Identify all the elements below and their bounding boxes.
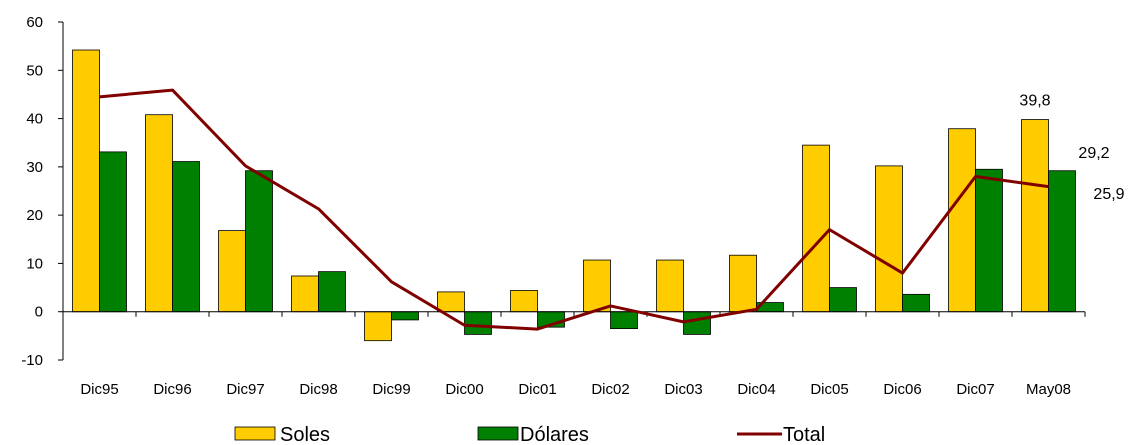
x-tick-label: Dic06 (883, 381, 921, 398)
soles-bar (729, 254, 757, 313)
y-tick-label: 60 (26, 14, 43, 31)
dolares-bar (902, 293, 930, 313)
soles-bar (291, 275, 319, 313)
dolares-bar (245, 170, 273, 313)
soles-bar (145, 114, 173, 313)
legend-label: Soles (280, 424, 330, 445)
x-tick-label: May08 (1026, 381, 1071, 398)
soles-bar (583, 259, 611, 313)
y-tick-label: 50 (26, 62, 43, 79)
soles-bar (72, 49, 100, 313)
x-tick-label: Dic95 (80, 381, 118, 398)
data-labels: 39,8 29,2 25,9 (1019, 93, 1124, 203)
dolares-bar (683, 311, 711, 335)
x-tick-label: Dic98 (299, 381, 337, 398)
data-label: 29,2 (1078, 145, 1109, 162)
y-axis: 60 50 40 30 20 10 0 -10 (21, 14, 64, 369)
soles-bar (218, 230, 246, 313)
dolares-bar (464, 311, 492, 335)
data-label: 25,9 (1093, 186, 1124, 203)
x-tick-label: Dic03 (664, 381, 702, 398)
legend-label: Dólares (520, 424, 589, 445)
dolares-bar (172, 161, 200, 313)
soles-bar (802, 144, 830, 313)
x-tick-label: Dic99 (372, 381, 410, 398)
total-line (99, 88, 1049, 331)
soles-bar (875, 165, 903, 313)
x-tick-label: Dic04 (737, 381, 775, 398)
x-tick-label: Dic05 (810, 381, 848, 398)
legend: Soles Dólares Total (234, 424, 825, 445)
y-tick-label: 30 (26, 159, 43, 176)
dolares-bar (391, 311, 419, 321)
dolares-bar (610, 311, 638, 330)
data-label: 39,8 (1019, 93, 1050, 110)
dolares-bar (829, 287, 857, 313)
dolares-bar (318, 271, 346, 313)
dolares-bar (1048, 170, 1076, 313)
soles-bar (437, 291, 465, 313)
legend-label: Total (783, 424, 825, 445)
soles-bar (656, 259, 684, 313)
y-tick-label: 0 (35, 304, 43, 321)
legend-swatch (477, 426, 519, 441)
x-tick-label: Dic01 (518, 381, 556, 398)
x-tick-label: Dic07 (956, 381, 994, 398)
y-tick-label: 20 (26, 207, 43, 224)
x-tick-label: Dic96 (153, 381, 191, 398)
x-tick-label: Dic02 (591, 381, 629, 398)
soles-bar (1021, 119, 1049, 313)
x-tick-label: Dic97 (226, 381, 264, 398)
bars (72, 49, 1076, 342)
x-tick-label: Dic00 (445, 381, 483, 398)
legend-swatch (234, 426, 276, 441)
y-tick-label: -10 (21, 352, 43, 369)
x-axis: Dic95 Dic96 Dic97 Dic98 Dic99 Dic00 Dic01 Dic02… (62, 311, 1086, 398)
soles-bar (510, 290, 538, 313)
y-tick-label: 10 (26, 255, 43, 272)
soles-bar (948, 128, 976, 313)
soles-bar (364, 311, 392, 342)
dolares-bar (99, 151, 127, 313)
total-series-line (99, 88, 1049, 331)
dolares-bar (975, 168, 1003, 313)
y-tick-label: 40 (26, 111, 43, 128)
